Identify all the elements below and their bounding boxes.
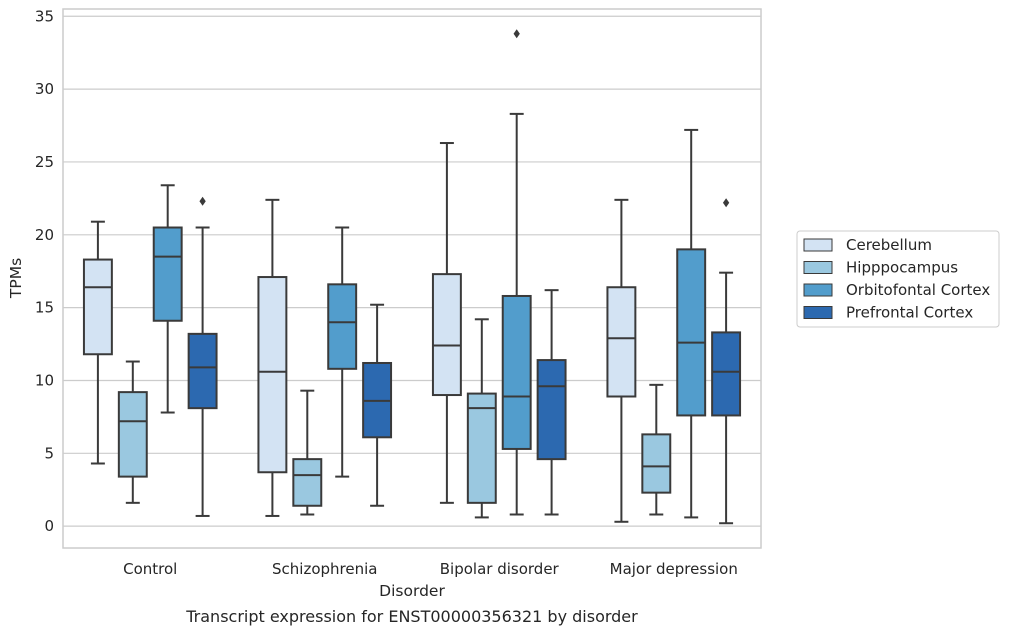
box-group (152, 184, 183, 414)
boxplot-marks (82, 29, 742, 525)
y-tick-label: 10 (35, 371, 54, 389)
y-tick-label: 25 (35, 153, 54, 171)
box (641, 433, 672, 494)
x-axis-label: Disorder (379, 582, 445, 600)
box (257, 276, 288, 474)
legend-swatch (803, 306, 833, 319)
outlier-point (513, 29, 520, 39)
legend-swatch (803, 261, 833, 274)
box-group (606, 198, 637, 523)
plot-frame (62, 8, 762, 549)
box-group (536, 289, 567, 516)
box-group (676, 128, 707, 519)
box (606, 286, 637, 398)
box-group (431, 142, 462, 504)
y-tick-label: 0 (44, 517, 54, 535)
box (431, 273, 462, 397)
y-axis-label: TPMs (7, 258, 25, 299)
y-tick-labels: 0 5 10 15 20 25 30 35 (35, 7, 54, 535)
box-group (82, 220, 113, 465)
x-tick-labels: Control Schizophrenia Bipolar disorder Majo… (123, 560, 738, 578)
box (327, 283, 358, 370)
box (292, 458, 323, 507)
y-tick-label: 30 (35, 80, 54, 98)
legend: Cerebellum Hipppocampus Orbitofontal Corte… (796, 230, 1000, 328)
box (466, 392, 497, 504)
box (82, 258, 113, 356)
legend-label: Hipppocampus (846, 259, 958, 277)
legend-swatch (803, 283, 833, 297)
box (501, 294, 532, 450)
box (187, 332, 218, 410)
box-group (641, 383, 672, 516)
box-group (327, 226, 358, 478)
box (536, 359, 567, 461)
box-group (117, 360, 148, 504)
box-group (292, 389, 323, 516)
x-tick-label: Control (123, 560, 177, 578)
x-tick-label: Schizophrenia (272, 560, 377, 578)
y-tick-label: 35 (35, 7, 54, 25)
legend-swatch (803, 238, 833, 252)
box-group (257, 198, 288, 517)
outlier-point (199, 196, 206, 206)
x-tick-label: Bipolar disorder (440, 560, 560, 578)
box-group (187, 196, 218, 517)
legend-label: Prefrontal Cortex (846, 304, 973, 322)
outlier-point (722, 198, 730, 208)
chart-caption: Transcript expression for ENST0000035632… (185, 607, 638, 626)
box (117, 391, 148, 478)
y-tick-label: 20 (35, 226, 54, 244)
box (152, 226, 183, 322)
y-tick-label: 5 (44, 444, 54, 462)
x-tick-label: Major depression (610, 560, 738, 578)
legend-label: Cerebellum (846, 236, 932, 254)
box-group (501, 29, 532, 516)
legend-label: Orbitofontal Cortex (846, 281, 990, 299)
y-tick-label: 15 (35, 299, 54, 317)
box-group (362, 303, 393, 507)
box (711, 331, 742, 417)
box (676, 248, 707, 417)
box-group (466, 318, 497, 519)
legend-frame (796, 230, 1000, 328)
box-group (711, 198, 742, 525)
